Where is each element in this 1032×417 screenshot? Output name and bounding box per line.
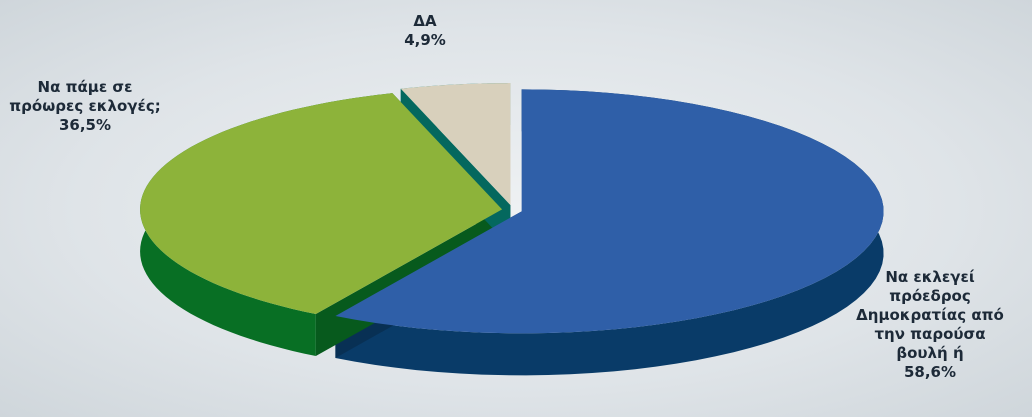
slice-label: ΔΑ 4,9% [375,12,475,50]
pie-slice [400,83,511,206]
value-label: 36,5% [58,116,112,134]
category-label: ΔΑ [413,12,437,30]
slice-label: Να πάμε σε πρόωρες εκλογές; 36,5% [0,78,170,135]
category-label: Να εκλεγεί πρόεδρος Δημοκρατίας από την … [856,268,1004,362]
value-label: 58,6% [903,363,957,381]
pie-slice [335,89,884,334]
slice-label: Να εκλεγεί πρόεδρος Δημοκρατίας από την … [850,268,1010,382]
value-label: 4,9% [404,31,446,49]
pie-slice-side [335,89,884,376]
pie-slice [140,93,503,315]
category-label: Να πάμε σε πρόωρες εκλογές; [9,78,161,115]
